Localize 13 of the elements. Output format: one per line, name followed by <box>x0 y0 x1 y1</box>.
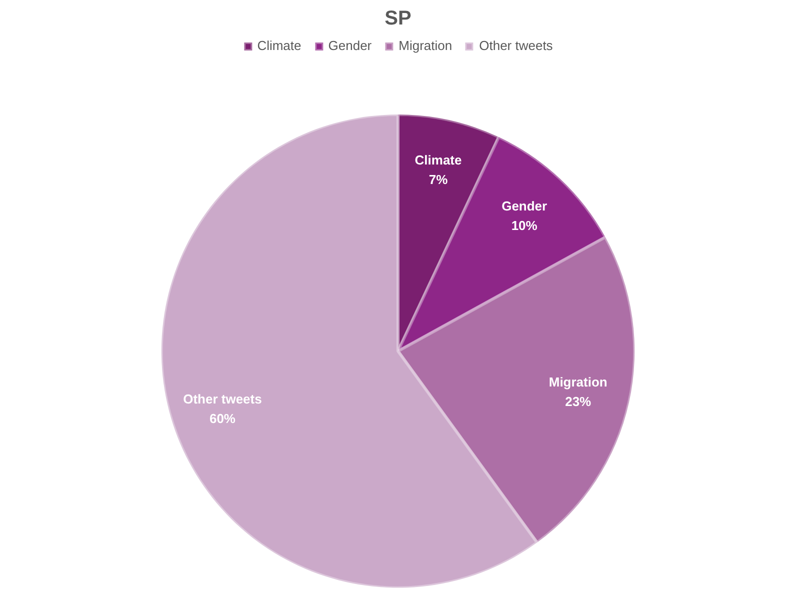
chart-title: SP <box>384 8 412 30</box>
legend-label: Migration <box>398 38 452 53</box>
slice-label: Climate <box>414 152 462 168</box>
data-label: 10% <box>511 218 538 234</box>
legend-label: Gender <box>328 38 372 53</box>
slice-label: Gender <box>502 198 548 214</box>
legend-label: Other tweets <box>479 38 553 53</box>
legend-label: Climate <box>257 38 302 53</box>
slice-label: Migration <box>548 374 608 390</box>
data-label: 23% <box>565 394 592 409</box>
data-label: 60% <box>209 410 236 426</box>
data-label: 7% <box>428 172 448 188</box>
slice-label: Other tweets <box>183 391 262 406</box>
